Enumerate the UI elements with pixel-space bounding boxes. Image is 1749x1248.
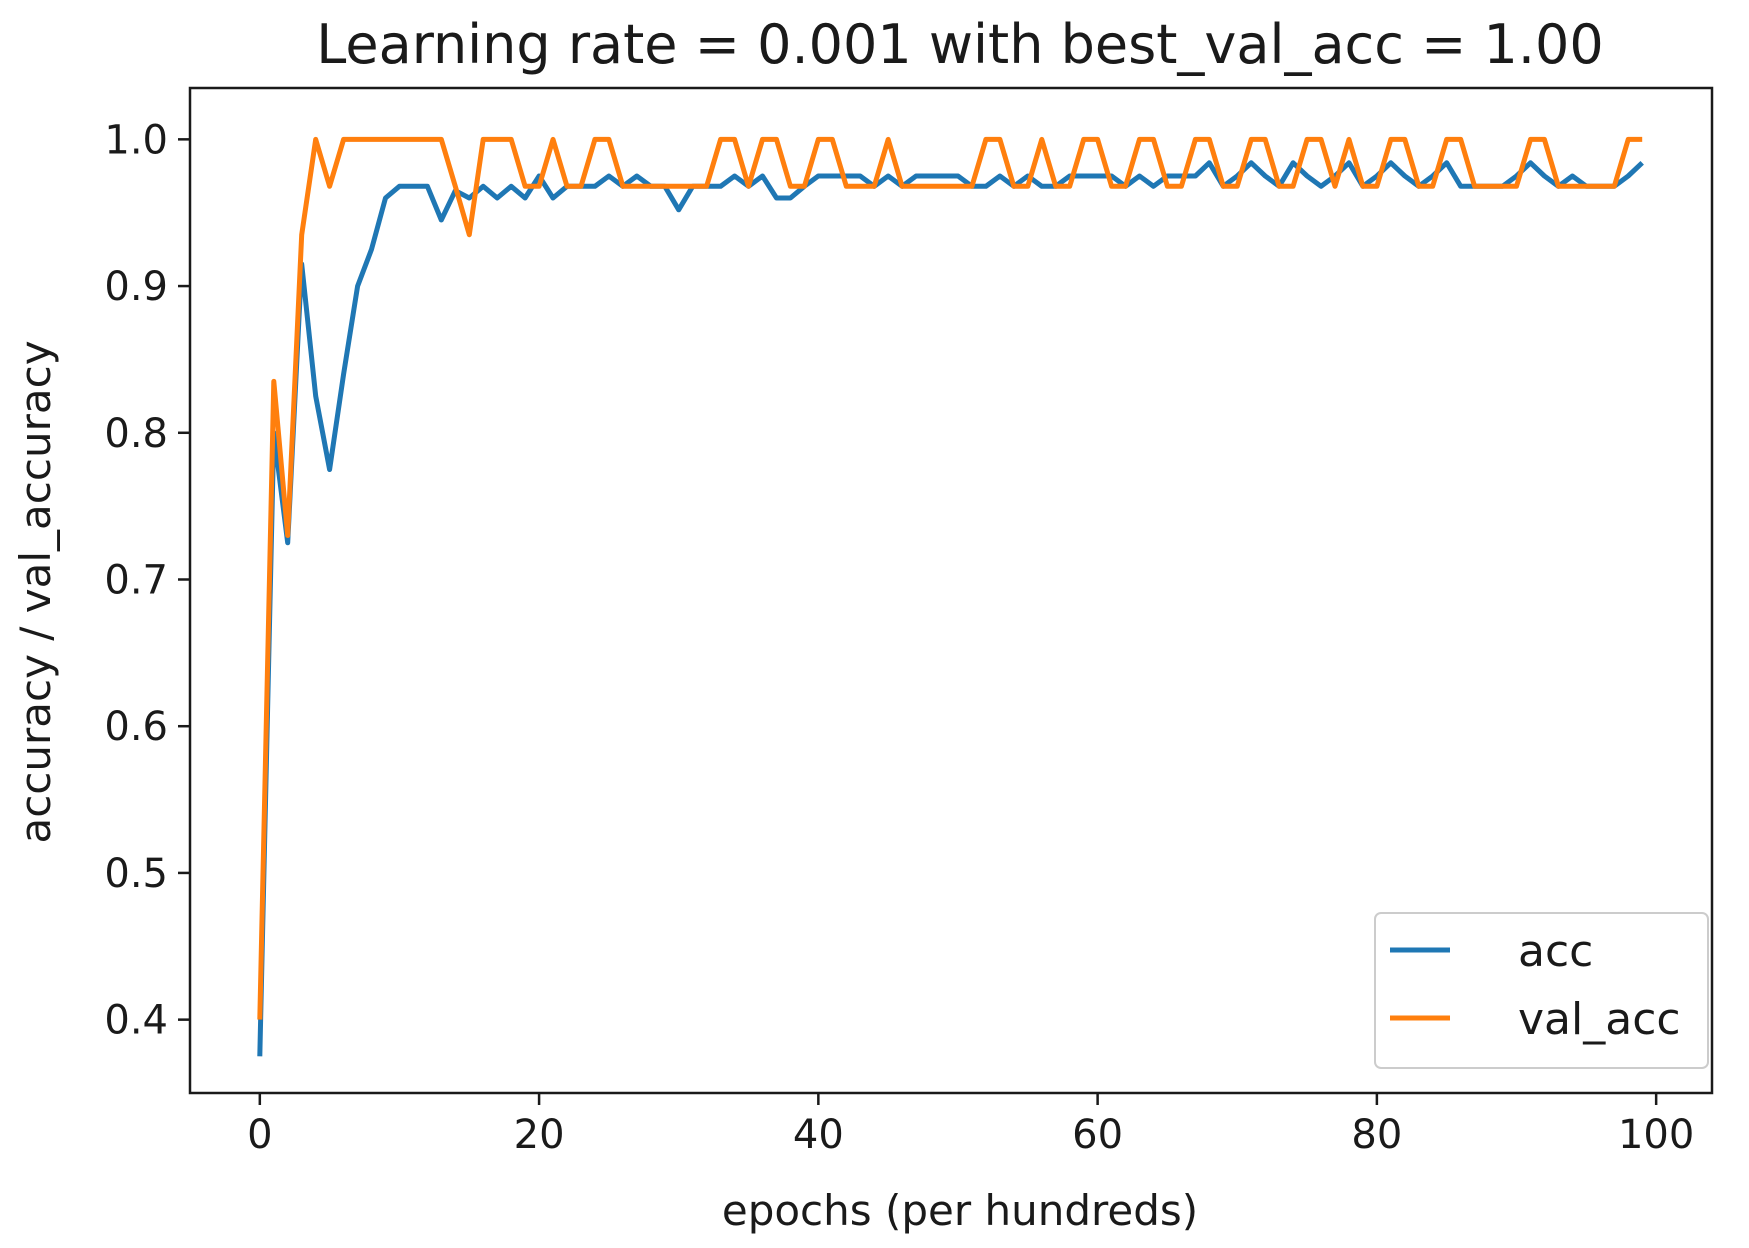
y-tick-label: 0.9 bbox=[104, 264, 168, 310]
legend: acc val_acc bbox=[1374, 912, 1709, 1069]
y-tick-label: 0.6 bbox=[104, 704, 168, 750]
y-tick-label: 0.8 bbox=[104, 411, 168, 457]
legend-label-val-acc: val_acc bbox=[1518, 994, 1681, 1045]
plot-frame bbox=[188, 86, 1714, 1095]
x-tick-label: 20 bbox=[514, 1112, 565, 1158]
x-tick-label: 60 bbox=[1072, 1112, 1123, 1158]
series-layer bbox=[257, 136, 1644, 1057]
x-tick-label: 40 bbox=[793, 1112, 844, 1158]
series-line-acc bbox=[257, 160, 1644, 1057]
y-tick-label: 0.7 bbox=[104, 557, 168, 603]
y-axis-label: accuracy / val_accuracy bbox=[11, 340, 60, 843]
y-tick-label: 1.0 bbox=[104, 117, 168, 163]
y-tick-label: 0.4 bbox=[104, 998, 168, 1044]
legend-label-acc: acc bbox=[1518, 926, 1593, 977]
series-line-val-acc bbox=[257, 136, 1643, 1020]
y-axis: 0.4 0.5 0.6 0.7 0.8 0.9 1.0 bbox=[104, 117, 190, 1044]
x-tick-label: 100 bbox=[1618, 1112, 1694, 1158]
y-tick-label: 0.5 bbox=[104, 851, 168, 897]
legend-box bbox=[1374, 912, 1709, 1069]
x-axis-label: epochs (per hundreds) bbox=[722, 1186, 1198, 1235]
x-axis: 0 20 40 60 80 100 bbox=[247, 1093, 1694, 1158]
chart-title: Learning rate = 0.001 with best_val_acc … bbox=[316, 13, 1603, 76]
x-tick-label: 0 bbox=[247, 1112, 272, 1158]
x-tick-label: 80 bbox=[1351, 1112, 1402, 1158]
